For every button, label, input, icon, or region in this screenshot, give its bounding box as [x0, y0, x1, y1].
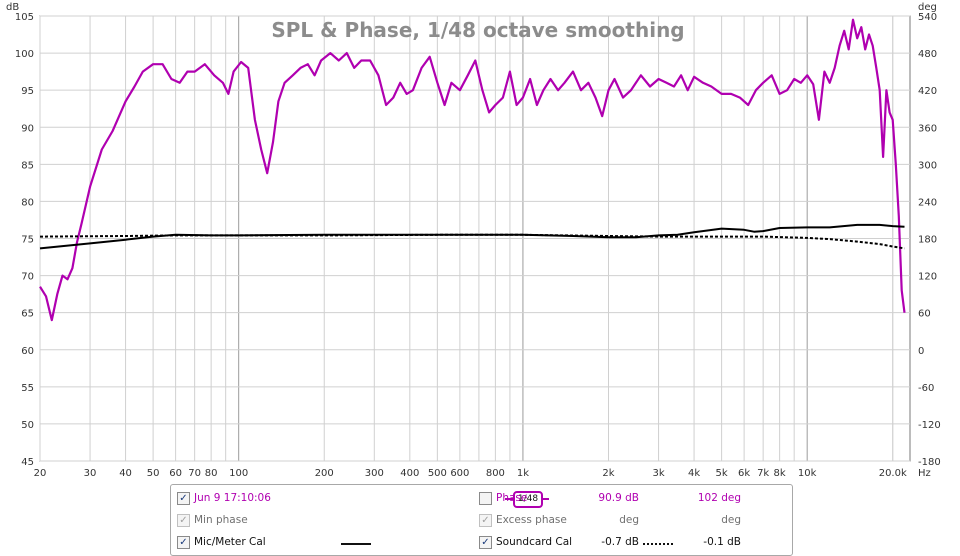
x-tick-label: 8k: [774, 468, 786, 479]
y-right-unit: deg: [918, 2, 937, 13]
phase-value: 102 deg: [697, 492, 741, 504]
x-tick-label: 500: [428, 468, 447, 479]
y-right-tick-label: -120: [918, 420, 941, 431]
min-phase-checkbox[interactable]: [177, 514, 190, 527]
y-left-tick-label: 80: [21, 197, 34, 208]
y-right-tick-label: 180: [918, 235, 937, 246]
x-tick-label: 800: [486, 468, 505, 479]
x-tick-label: 20.0k: [879, 468, 907, 479]
x-tick-label: 10k: [798, 468, 817, 479]
phase-label: Phase: [496, 492, 528, 504]
chart-title: SPL & Phase, 1/48 octave smoothing: [271, 18, 684, 42]
excess-phase-label: Excess phase: [496, 514, 567, 526]
y-left-tick-label: 90: [21, 123, 34, 134]
chart-grid: [39, 15, 911, 462]
x-unit: Hz: [918, 468, 931, 479]
x-tick-label: 200: [315, 468, 334, 479]
soundcard-cal-line-sample: [643, 543, 673, 545]
y-right-tick-label: 360: [918, 123, 937, 134]
mic-cal-line-sample: [341, 543, 371, 545]
mic-cal-label: Mic/Meter Cal: [194, 536, 266, 548]
y-right-tick-label: 300: [918, 160, 937, 171]
y-left-tick-label: 50: [21, 420, 34, 431]
y-right-tick-label: 480: [918, 49, 937, 60]
x-tick-label: 100: [229, 468, 248, 479]
x-tick-label: 30: [84, 468, 97, 479]
x-tick-label: 3k: [652, 468, 664, 479]
y-right-tick-label: 120: [918, 272, 937, 283]
x-tick-label: 1k: [517, 468, 529, 479]
x-tick-label: 4k: [688, 468, 700, 479]
x-tick-label: 60: [169, 468, 182, 479]
measurement-label: Jun 9 17:10:06: [194, 492, 271, 504]
soundcard-cal-checkbox[interactable]: [479, 536, 492, 549]
y-left-tick-label: 105: [15, 12, 34, 23]
legend-row-measurement: Jun 9 17:10:06 1/48 90.9 dB Phase 102 de…: [171, 487, 792, 509]
series-line-spl: [39, 18, 906, 322]
x-tick-label: 600: [450, 468, 469, 479]
x-tick-label: 50: [147, 468, 160, 479]
measurement-line-sample-right: [541, 498, 549, 500]
smoothing-badge[interactable]: 1/48: [513, 491, 543, 508]
x-tick-label: 400: [400, 468, 419, 479]
x-tick-label: 70: [188, 468, 201, 479]
soundcard-cal-label: Soundcard Cal: [496, 536, 573, 548]
y-right-tick-label: 60: [918, 309, 931, 320]
x-tick-label: 300: [365, 468, 384, 479]
measurement-checkbox[interactable]: [177, 492, 190, 505]
legend-row-calibration: Mic/Meter Cal -0.7 dB Soundcard Cal -0.1…: [171, 531, 792, 553]
phase-checkbox[interactable]: [479, 492, 492, 505]
x-tick-label: 5k: [716, 468, 728, 479]
measurement-value: 90.9 dB: [598, 492, 639, 504]
mic-cal-checkbox[interactable]: [177, 536, 190, 549]
y-left-unit: dB: [6, 2, 19, 13]
y-right-tick-label: -180: [918, 457, 941, 468]
y-right-tick-label: -60: [918, 383, 934, 394]
y-right-tick-label: 540: [918, 12, 937, 23]
y-left-tick-label: 65: [21, 309, 34, 320]
y-left-tick-label: 55: [21, 383, 34, 394]
measurement-line-sample-left: [505, 498, 513, 500]
y-left-tick-label: 70: [21, 272, 34, 283]
mic-cal-value: -0.7 dB: [601, 536, 639, 548]
legend-panel: Jun 9 17:10:06 1/48 90.9 dB Phase 102 de…: [170, 484, 793, 556]
x-tick-label: 80: [205, 468, 218, 479]
chart-series: [39, 18, 906, 322]
x-tick-label: 6k: [738, 468, 750, 479]
spl-phase-chart: 45 50 55 60 65 70 75 80 85 90 95 100 105 -180 -120 -60 0…: [6, 2, 941, 479]
y-right-tick-label: 420: [918, 86, 937, 97]
x-tick-label: 20: [34, 468, 47, 479]
excess-phase-checkbox[interactable]: [479, 514, 492, 527]
y-left-tick-label: 85: [21, 160, 34, 171]
y-left-tick-label: 45: [21, 457, 34, 468]
y-left-tick-label: 75: [21, 235, 34, 246]
chart-labels: 45 50 55 60 65 70 75 80 85 90 95 100 105 -180 -120 -60 0…: [15, 12, 941, 479]
series-line-min-phase: [39, 233, 905, 250]
x-tick-label: 2k: [602, 468, 614, 479]
min-phase-label: Min phase: [194, 514, 248, 526]
soundcard-cal-value: -0.1 dB: [703, 536, 741, 548]
y-right-tick-label: 0: [918, 346, 924, 357]
x-tick-label: 7k: [757, 468, 769, 479]
y-left-tick-label: 100: [15, 49, 34, 60]
legend-row-min-phase: Min phase deg Excess phase deg: [171, 509, 792, 531]
y-right-tick-label: 240: [918, 197, 937, 208]
y-left-tick-label: 95: [21, 86, 34, 97]
y-left-tick-label: 60: [21, 346, 34, 357]
min-phase-value: deg: [619, 514, 639, 526]
excess-phase-value: deg: [721, 514, 741, 526]
x-tick-label: 40: [119, 468, 132, 479]
